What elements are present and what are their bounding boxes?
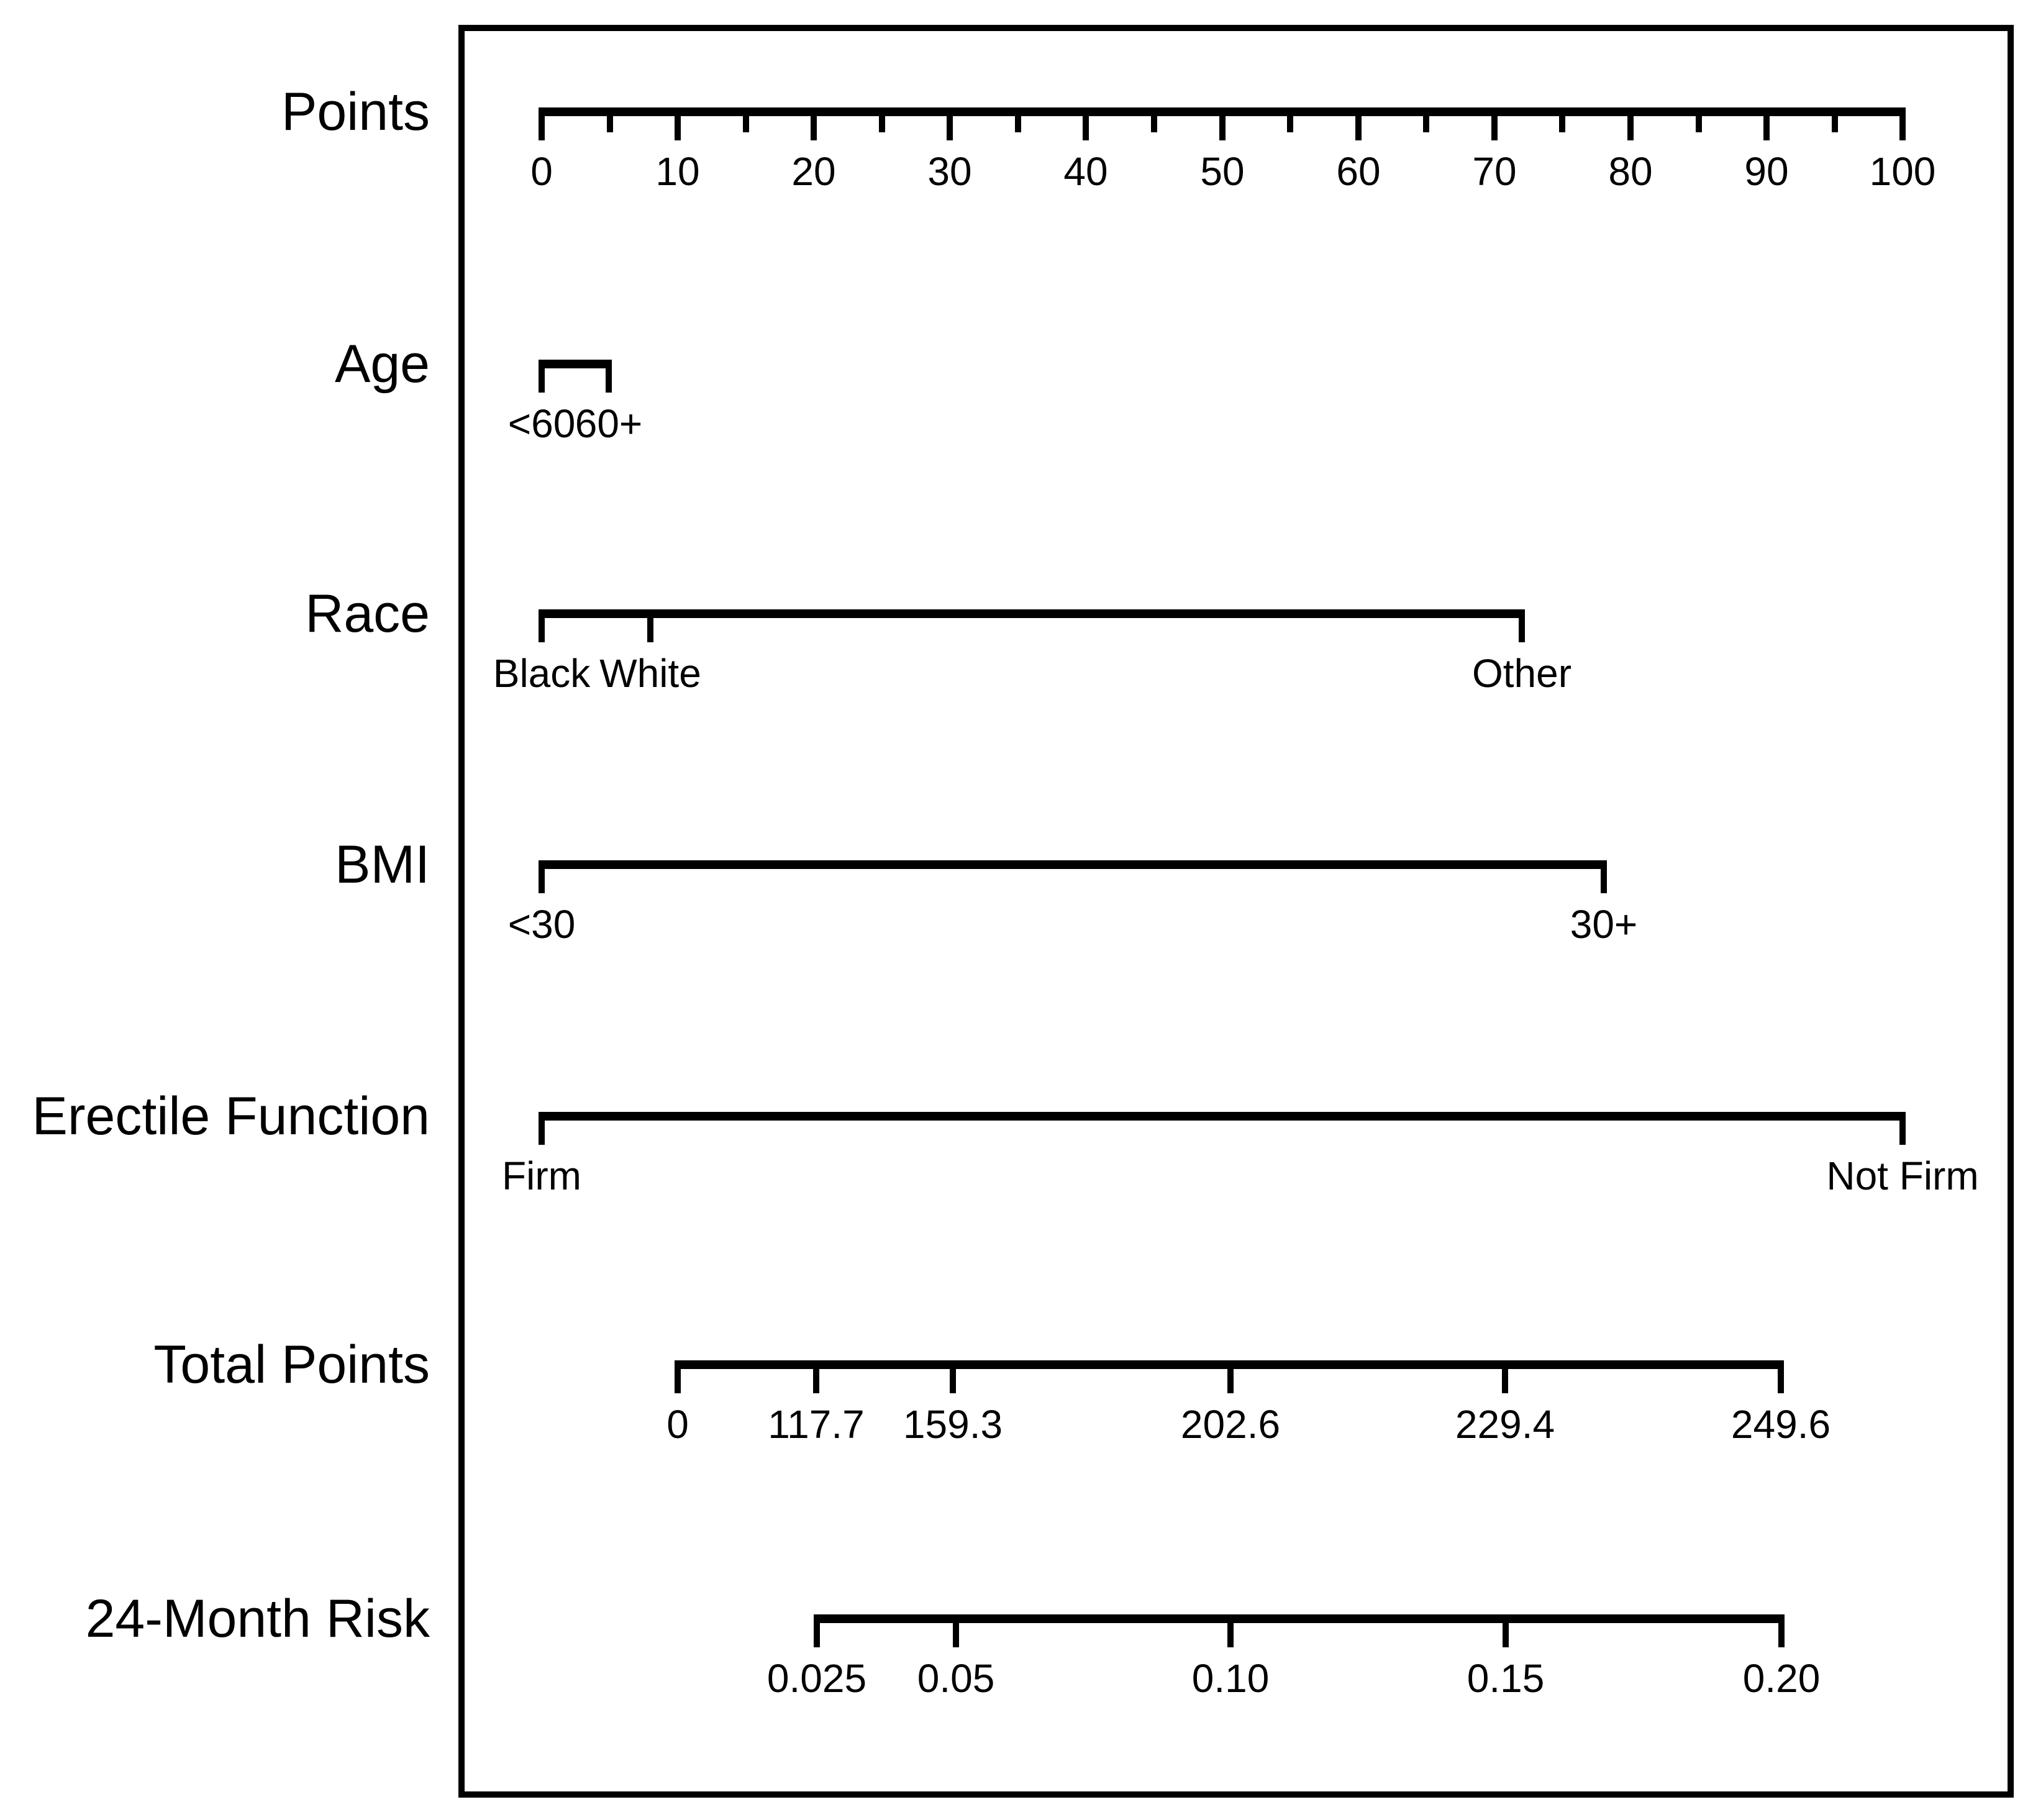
points-tick-label: 30 — [927, 149, 971, 194]
total-points-tick-label: 117.7 — [768, 1402, 864, 1447]
plot-border — [458, 25, 2014, 1798]
points-tick-label: 100 — [1870, 149, 1936, 194]
points-tick-label: 80 — [1608, 149, 1652, 194]
erectile-function-tick-label: Not Firm — [1826, 1153, 1978, 1198]
bmi-tick-label: 30+ — [1570, 902, 1638, 947]
age-tick-label: <60 — [508, 401, 576, 446]
race-tick-label: White — [599, 651, 701, 696]
bmi-tick-label: <30 — [508, 902, 576, 947]
erectile-function-row-label: Erectile Function — [32, 1086, 430, 1146]
points-tick-label: 70 — [1472, 149, 1516, 194]
erectile-function-tick-label: Firm — [502, 1153, 581, 1198]
points-tick-label: 50 — [1200, 149, 1244, 194]
points-tick-label: 40 — [1063, 149, 1107, 194]
age-row-label: Age — [335, 334, 430, 394]
risk-24-month-tick-label: 0.20 — [1743, 1656, 1821, 1701]
total-points-tick-label: 229.4 — [1455, 1402, 1555, 1447]
points-tick-label: 60 — [1336, 149, 1380, 194]
risk-24-month-tick-label: 0.10 — [1192, 1656, 1270, 1701]
race-tick-label: Other — [1472, 651, 1571, 696]
risk-24-month-row-label: 24-Month Risk — [86, 1589, 430, 1649]
total-points-tick-label: 0 — [666, 1402, 689, 1447]
risk-24-month-tick-label: 0.05 — [917, 1656, 995, 1701]
total-points-tick-label: 159.3 — [903, 1402, 1003, 1447]
points-tick-label: 10 — [655, 149, 699, 194]
total-points-tick-label: 249.6 — [1731, 1402, 1831, 1447]
points-row-label: Points — [281, 82, 430, 142]
bmi-row-label: BMI — [335, 835, 430, 894]
points-tick-label: 90 — [1744, 149, 1788, 194]
points-tick-label: 20 — [791, 149, 835, 194]
points-tick-label: 0 — [530, 149, 553, 194]
risk-24-month-tick-label: 0.15 — [1467, 1656, 1545, 1701]
total-points-tick-label: 202.6 — [1181, 1402, 1280, 1447]
risk-24-month-tick-label: 0.025 — [767, 1656, 866, 1701]
age-tick-label: 60+ — [575, 401, 643, 446]
total-points-row-label: Total Points — [153, 1335, 430, 1395]
race-tick-label: Black — [493, 651, 591, 696]
race-row-label: Race — [305, 584, 430, 644]
